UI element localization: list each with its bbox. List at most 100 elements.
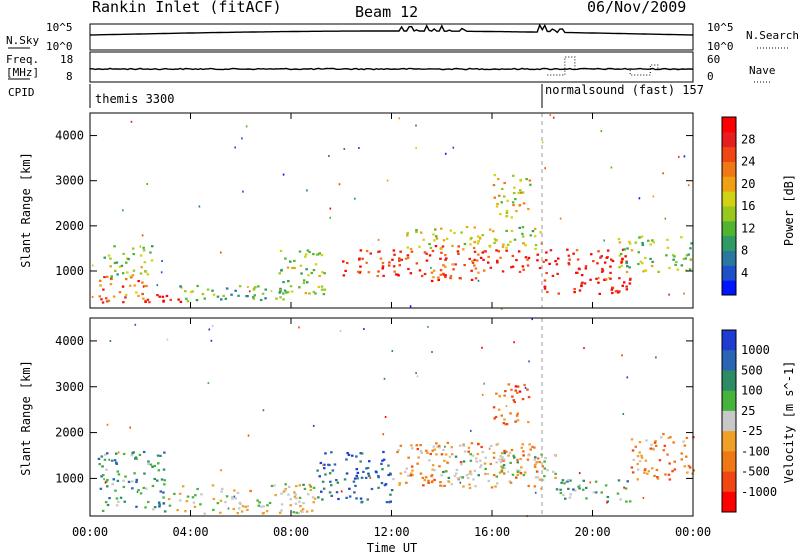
heatmap-cell xyxy=(654,439,657,443)
heatmap-cell xyxy=(406,234,409,237)
heatmap-cell xyxy=(519,191,523,194)
heatmap-cell xyxy=(142,486,146,489)
heatmap-cell xyxy=(444,152,447,155)
colorbar-swatch xyxy=(722,206,736,222)
heatmap-cell xyxy=(196,487,199,491)
heatmap-cell xyxy=(135,291,138,294)
heatmap-cell xyxy=(453,231,456,235)
heatmap-cell xyxy=(318,475,321,478)
heatmap-cell xyxy=(111,482,114,486)
heatmap-cell xyxy=(98,463,101,466)
heatmap-cell xyxy=(116,479,120,482)
heatmap-cell xyxy=(298,500,301,503)
heatmap-cell xyxy=(368,460,371,463)
heatmap-cell xyxy=(500,308,503,310)
heatmap-cell xyxy=(101,465,104,468)
heatmap-cell xyxy=(312,424,315,427)
heatmap-cell xyxy=(509,481,513,484)
heatmap-cell xyxy=(420,451,423,455)
heatmap-cell xyxy=(275,297,278,300)
heatmap-cell xyxy=(121,272,125,275)
heatmap-cell xyxy=(320,285,324,288)
heatmap-cell xyxy=(298,250,302,253)
heatmap-cell xyxy=(531,445,534,448)
heatmap-cell xyxy=(104,453,107,456)
heatmap-cell xyxy=(477,240,480,243)
heatmap-cell xyxy=(110,459,114,462)
x-tick-label: 00:00 xyxy=(675,525,711,539)
heatmap-cell xyxy=(680,452,683,455)
heatmap-cell xyxy=(233,489,236,492)
heatmap-cell xyxy=(473,469,477,472)
heatmap-cell xyxy=(220,298,223,301)
heatmap-cell xyxy=(356,270,360,273)
heatmap-cell xyxy=(467,450,470,453)
heatmap-cell xyxy=(470,429,472,432)
heatmap-cell xyxy=(469,453,472,456)
heatmap-cell xyxy=(137,280,140,283)
heatmap-cell xyxy=(493,238,497,241)
heatmap-cell xyxy=(512,454,515,457)
heatmap-cell xyxy=(493,196,496,199)
colorbar-frame xyxy=(721,329,737,513)
heatmap-cell xyxy=(454,472,458,475)
heatmap-cell xyxy=(626,480,629,483)
heatmap-cell xyxy=(582,488,585,491)
heatmap-cell xyxy=(488,245,492,248)
heatmap-cell xyxy=(462,444,466,447)
heatmap-cell xyxy=(106,275,109,278)
heatmap-cell xyxy=(687,184,690,187)
heatmap-cell xyxy=(608,276,610,279)
heatmap-cell xyxy=(534,462,537,465)
heatmap-cell xyxy=(282,298,285,301)
heatmap-cell xyxy=(650,443,653,446)
heatmap-cell xyxy=(642,270,645,273)
heatmap-cell xyxy=(391,258,394,261)
heatmap-cell xyxy=(381,468,384,471)
heatmap-cell xyxy=(353,477,357,480)
heatmap-cell xyxy=(555,263,559,266)
heatmap-cell xyxy=(427,481,430,484)
heatmap-cell xyxy=(469,473,473,476)
freq-label: Freq. xyxy=(6,53,39,66)
heatmap-cell xyxy=(108,497,111,500)
heatmap-cell xyxy=(351,454,354,457)
heatmap-cell xyxy=(293,266,296,270)
heatmap-cell xyxy=(399,444,403,447)
heatmap-cell xyxy=(526,388,529,391)
heatmap-cell xyxy=(513,456,516,459)
heatmap-cell xyxy=(293,259,296,262)
heatmap-cell xyxy=(92,264,94,267)
heatmap-cell xyxy=(186,495,190,498)
heatmap-cell xyxy=(459,277,462,280)
heatmap-cell xyxy=(106,452,109,455)
heatmap-cell xyxy=(501,458,504,461)
heatmap-cell xyxy=(435,442,438,445)
heatmap-cell xyxy=(692,469,695,472)
heatmap-cell xyxy=(328,155,330,157)
heatmap-cell xyxy=(578,487,581,490)
station-title: Rankin Inlet (fitACF) xyxy=(92,0,282,16)
heatmap-cell xyxy=(432,445,435,448)
cpid-segment-1: themis 3300 xyxy=(95,92,174,106)
nsearch-tick-bottom: 10^0 xyxy=(707,40,734,53)
heatmap-cell xyxy=(236,512,239,515)
heatmap-cell xyxy=(287,493,290,496)
heatmap-cell xyxy=(302,483,305,486)
heatmap-cell xyxy=(304,255,307,258)
date-title: 06/Nov/2009 xyxy=(587,0,686,16)
heatmap-cell xyxy=(289,285,293,288)
heatmap-cell xyxy=(597,281,600,284)
heatmap-cell xyxy=(333,463,337,466)
heatmap-cell xyxy=(527,207,530,211)
heatmap-cell xyxy=(622,413,625,415)
heatmap-cell xyxy=(123,500,126,503)
heatmap-cell xyxy=(631,449,635,452)
heatmap-cell xyxy=(125,261,128,264)
heatmap-cell xyxy=(606,249,610,252)
heatmap-cell xyxy=(504,423,507,426)
colorbar-swatch xyxy=(722,280,736,296)
heatmap-cell xyxy=(274,494,277,497)
heatmap-cell xyxy=(561,479,565,482)
heatmap-cell xyxy=(440,227,443,230)
